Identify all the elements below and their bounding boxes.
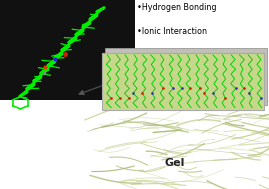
FancyBboxPatch shape <box>105 48 267 105</box>
Text: •Van der Waals Interaction: •Van der Waals Interaction <box>137 77 245 86</box>
Text: •Ionic Interaction: •Ionic Interaction <box>137 27 207 36</box>
Text: Aggregate: Aggregate <box>113 98 158 107</box>
Text: Gel: Gel <box>165 158 185 167</box>
Text: •π–π Interaction: •π–π Interaction <box>137 52 202 61</box>
Text: •Hydrogen Bonding: •Hydrogen Bonding <box>137 3 217 12</box>
FancyBboxPatch shape <box>102 53 264 110</box>
Polygon shape <box>0 0 134 100</box>
